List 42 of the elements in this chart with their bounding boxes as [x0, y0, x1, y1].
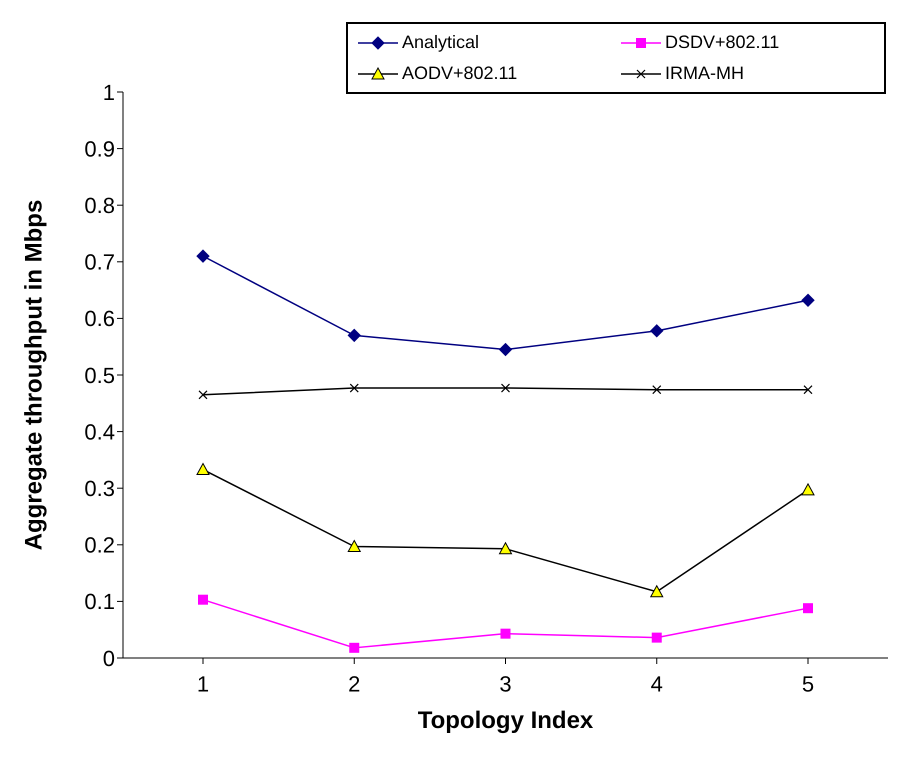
- x-tick-label: 2: [348, 672, 360, 697]
- point: [500, 628, 510, 639]
- point: [196, 463, 210, 476]
- point: [650, 585, 664, 598]
- y-tick-label: 0.5: [84, 362, 115, 388]
- point: [350, 383, 359, 393]
- y-tick-label: 0.3: [84, 476, 115, 502]
- legend-label: Analytical: [402, 32, 480, 53]
- y-tick-label: 1: [102, 80, 115, 105]
- x-tick-label: 3: [499, 672, 512, 697]
- y-axis-title: Aggregate throughput in Mbps: [20, 200, 48, 550]
- legend-label: AODV+802.11: [402, 63, 518, 84]
- y-tick-label: 0.2: [84, 532, 115, 558]
- point: [802, 483, 814, 496]
- x-tick-label: 4: [650, 672, 663, 697]
- y-tick-label: 0.1: [84, 589, 115, 614]
- y-tick-label: 0.8: [84, 193, 115, 218]
- point: [652, 385, 662, 394]
- point: [499, 542, 512, 554]
- point: [196, 250, 210, 263]
- x-tick-label: 5: [802, 672, 814, 697]
- point: [198, 390, 208, 400]
- x-tick-label: 1: [196, 672, 210, 697]
- point: [198, 594, 208, 605]
- point: [348, 328, 361, 342]
- point: [499, 343, 512, 356]
- point: [652, 632, 662, 643]
- y-tick-label: 0.7: [84, 250, 115, 275]
- point: [803, 385, 813, 394]
- y-tick-label: 0: [102, 646, 115, 671]
- legend-label: IRMA-MH: [665, 63, 744, 84]
- y-tick-label: 0.4: [84, 419, 115, 444]
- point: [803, 603, 813, 614]
- x-axis-title: Topology Index: [418, 707, 594, 734]
- legend-label: DSDV+802.11: [665, 32, 780, 53]
- point: [500, 383, 510, 393]
- point: [348, 540, 361, 552]
- point: [650, 324, 664, 338]
- point: [349, 642, 360, 653]
- y-tick-label: 0.9: [84, 136, 115, 162]
- y-tick-label: 0.6: [84, 306, 115, 332]
- point: [802, 294, 814, 307]
